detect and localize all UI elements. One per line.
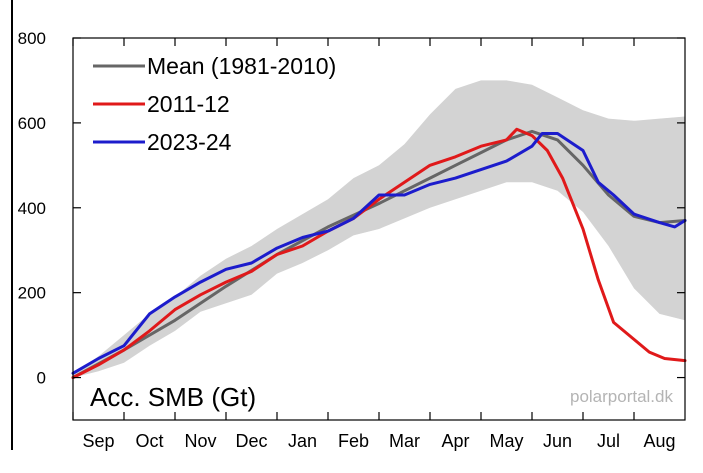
series-line-2 <box>71 132 687 375</box>
x-tick-label: Jul <box>597 431 620 451</box>
y-tick-label: 400 <box>18 199 46 218</box>
legend-label: 2011-12 <box>147 91 230 117</box>
band-layer <box>73 80 685 378</box>
legend: Mean (1981-2010) 2011-12 2023-24 <box>93 53 336 155</box>
series-line-0 <box>71 129 687 380</box>
x-tick-label: Jan <box>288 431 317 451</box>
x-tick-label: Sep <box>82 431 114 451</box>
x-tick-label: Feb <box>338 431 369 451</box>
series-layer <box>71 127 687 380</box>
watermark: polarportal.dk <box>570 387 674 406</box>
y-tick-label: 600 <box>18 114 46 133</box>
x-tick-label: Aug <box>643 431 675 451</box>
annotation-label: Acc. SMB (Gt) <box>90 382 256 412</box>
legend-label: 2023-24 <box>147 129 232 155</box>
series-line-1 <box>71 127 687 380</box>
x-tick-label: Nov <box>184 431 216 451</box>
x-tick-label: Jun <box>543 431 572 451</box>
x-tick-label: Apr <box>441 431 469 451</box>
range-band <box>73 80 685 378</box>
x-axis: Sep Oct Nov Dec Jan Feb Mar Apr May Jun Jul Aug <box>72 38 676 451</box>
x-tick-label: May <box>489 431 523 451</box>
legend-label: Mean (1981-2010) <box>147 53 336 79</box>
x-tick-label: Dec <box>235 431 267 451</box>
y-tick-label: 0 <box>37 369 46 388</box>
x-tick-label: Oct <box>135 431 163 451</box>
y-tick-label: 200 <box>18 284 46 303</box>
y-axis: 0 200 400 600 800 <box>18 29 685 388</box>
x-tick-label: Mar <box>389 431 420 451</box>
y-tick-label: 800 <box>18 29 46 48</box>
